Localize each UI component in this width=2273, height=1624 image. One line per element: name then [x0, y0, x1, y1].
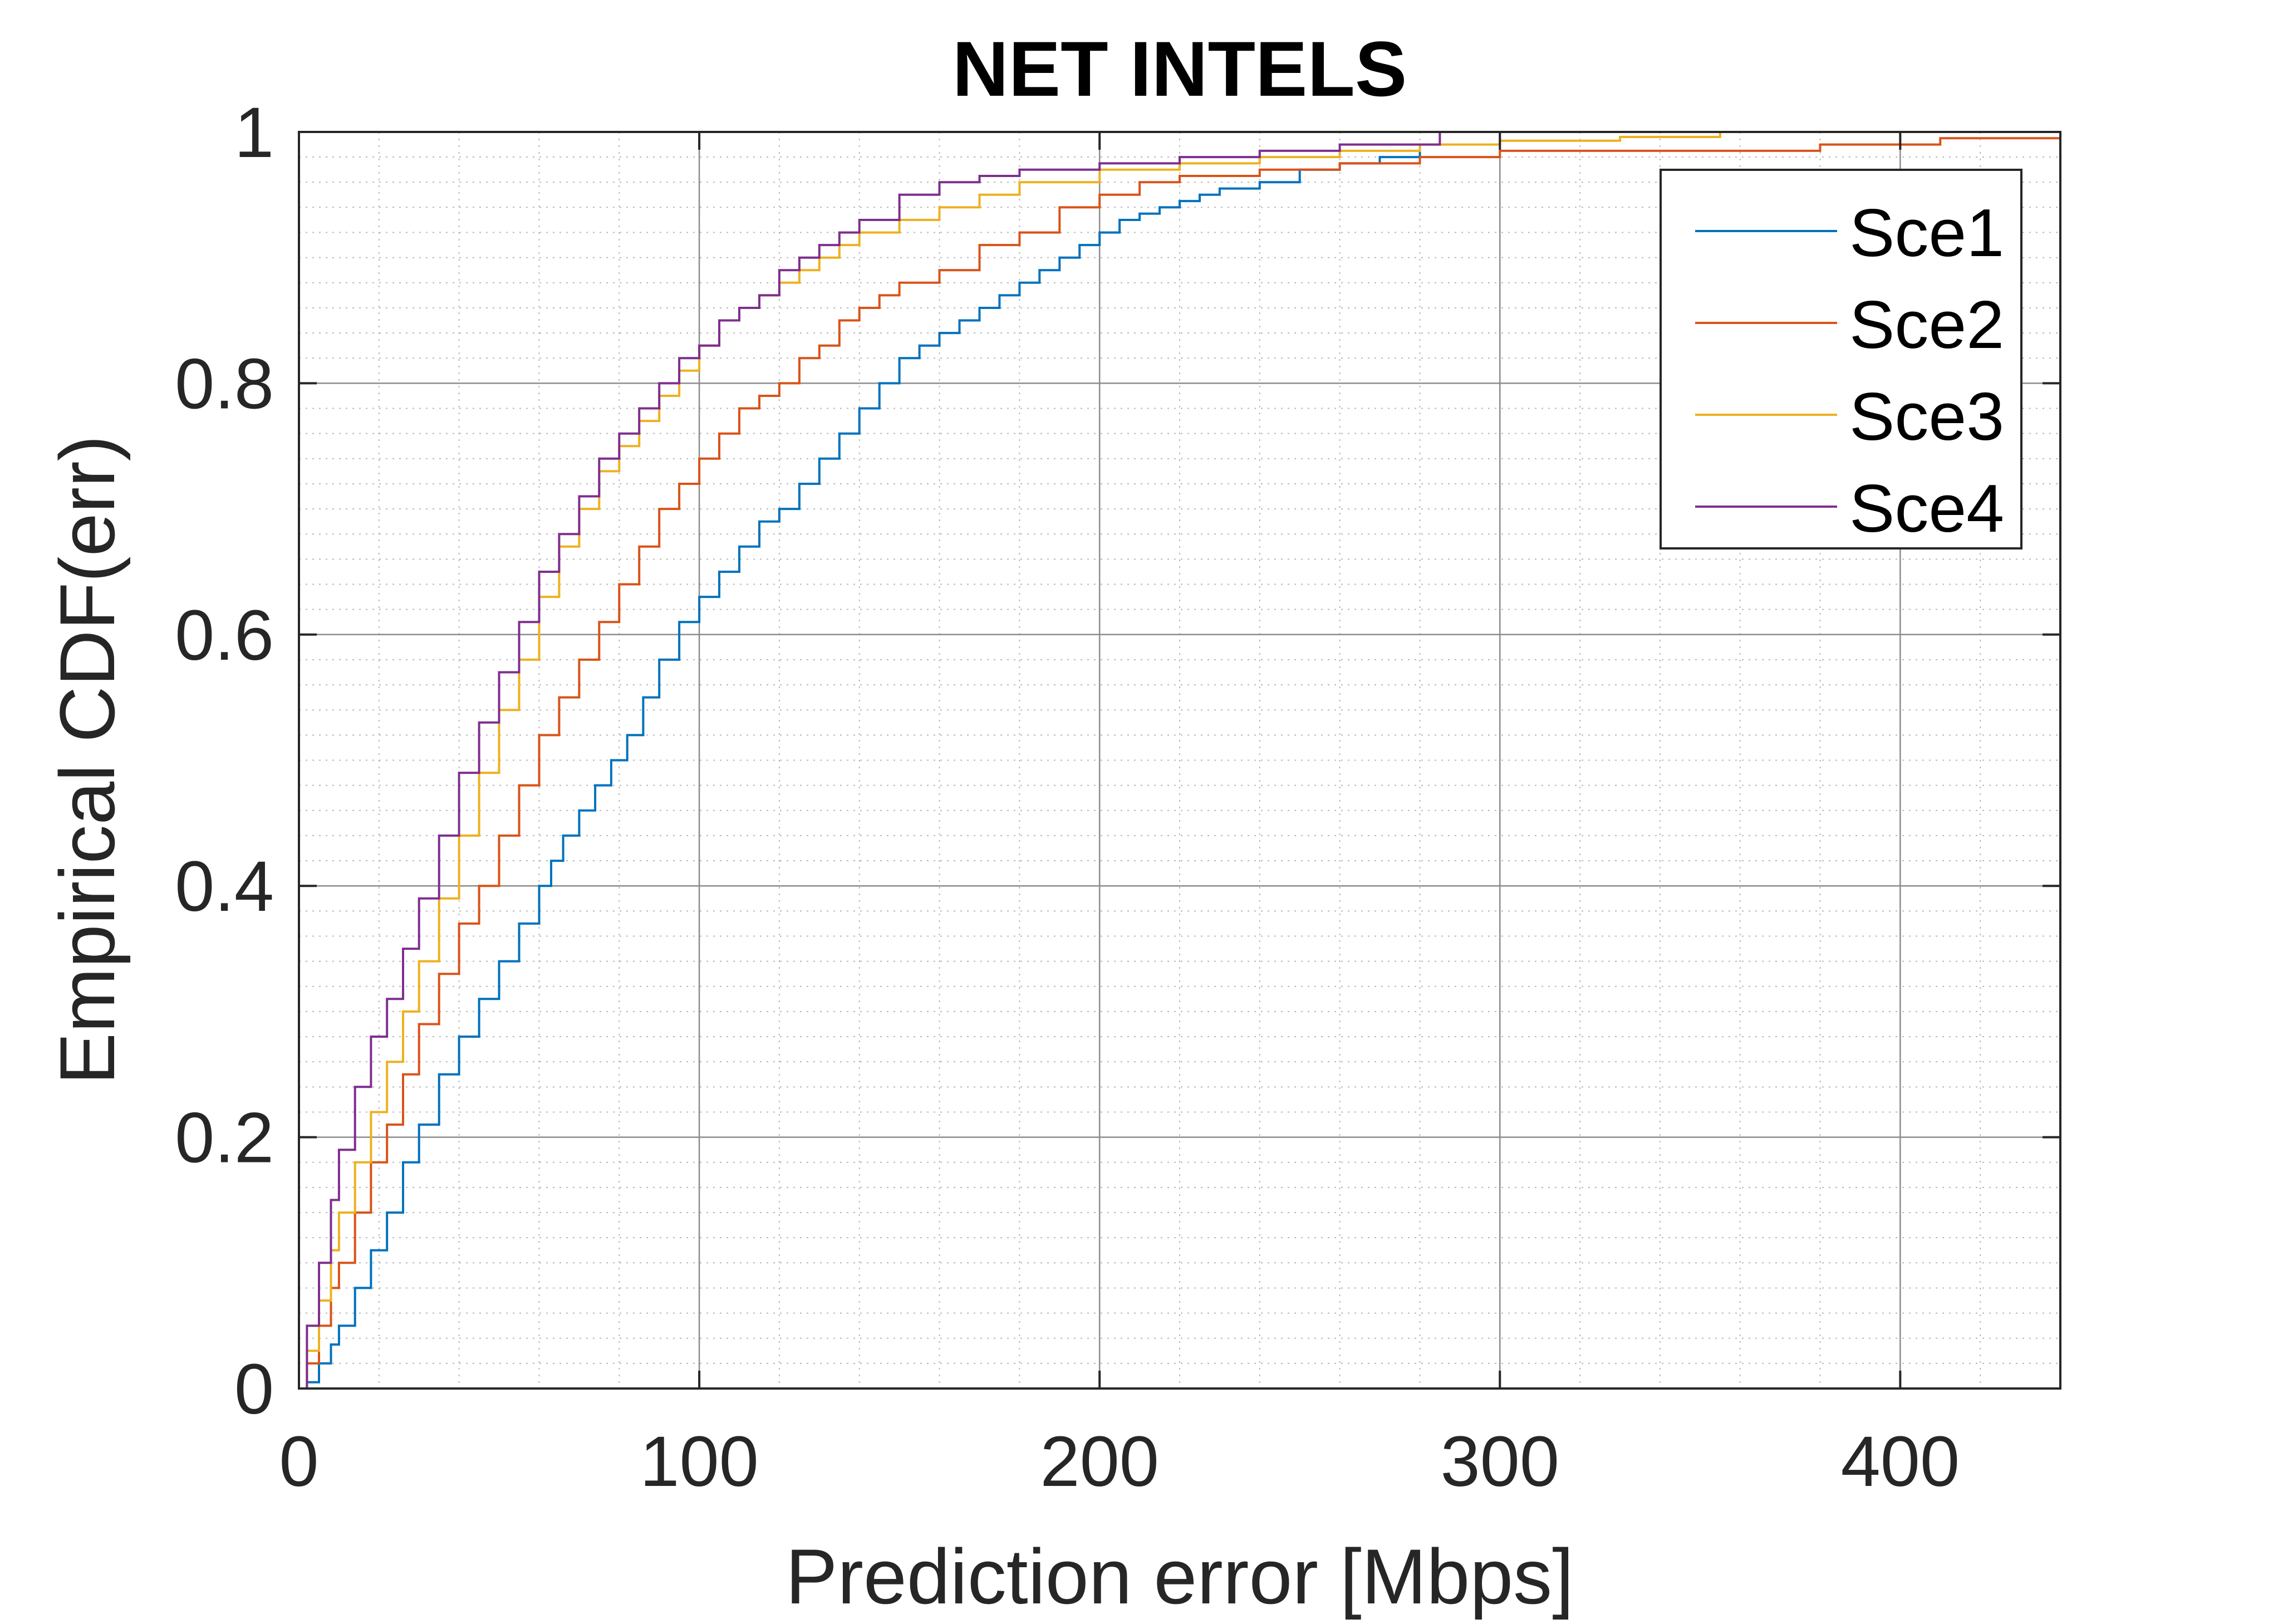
plot-frame — [298, 131, 2061, 1390]
series-layer — [299, 132, 2060, 1390]
y-axis-label: Empirical CDF(err) — [43, 435, 131, 1085]
series-line-sce1 — [299, 144, 1421, 1390]
x-tick-label: 400 — [1841, 1422, 1960, 1502]
series-line-sce3 — [299, 132, 1721, 1390]
x-axis-label: Prediction error [Mbps] — [786, 1533, 1574, 1620]
legend-label-sce4: Sce4 — [1849, 470, 2004, 546]
minor-grid — [299, 132, 2060, 1389]
legend: Sce1 Sce2 Sce3 Sce4 — [1660, 169, 2022, 549]
series-line-sce2 — [299, 137, 2060, 1390]
legend-box — [1660, 169, 2022, 549]
y-tick-label: 0 — [234, 1350, 274, 1429]
x-tick-label: 300 — [1440, 1422, 1559, 1502]
legend-label-sce1: Sce1 — [1849, 195, 2004, 271]
y-tick-label: 1 — [234, 93, 274, 173]
x-tick-label: 0 — [279, 1422, 318, 1502]
chart-title: NET INTELS — [953, 25, 1407, 112]
tick-marks — [298, 131, 2060, 1390]
legend-label-sce3: Sce3 — [1849, 379, 2004, 454]
legend-entries: Sce1 Sce2 Sce3 Sce4 — [1695, 195, 2004, 546]
major-grid — [299, 132, 2060, 1389]
series-line-sce4 — [299, 132, 1441, 1390]
x-tick-label: 100 — [640, 1422, 759, 1502]
y-tick-label: 0.2 — [175, 1098, 274, 1178]
y-tick-label: 0.4 — [175, 847, 274, 926]
x-tick-labels: 0 100 200 300 400 — [279, 1422, 1960, 1502]
y-tick-label: 0.8 — [175, 344, 274, 424]
x-tick-label: 200 — [1040, 1422, 1159, 1502]
y-tick-labels: 0 0.2 0.4 0.6 0.8 1 — [175, 93, 274, 1429]
legend-label-sce2: Sce2 — [1849, 287, 2004, 362]
y-tick-label: 0.6 — [175, 596, 274, 675]
